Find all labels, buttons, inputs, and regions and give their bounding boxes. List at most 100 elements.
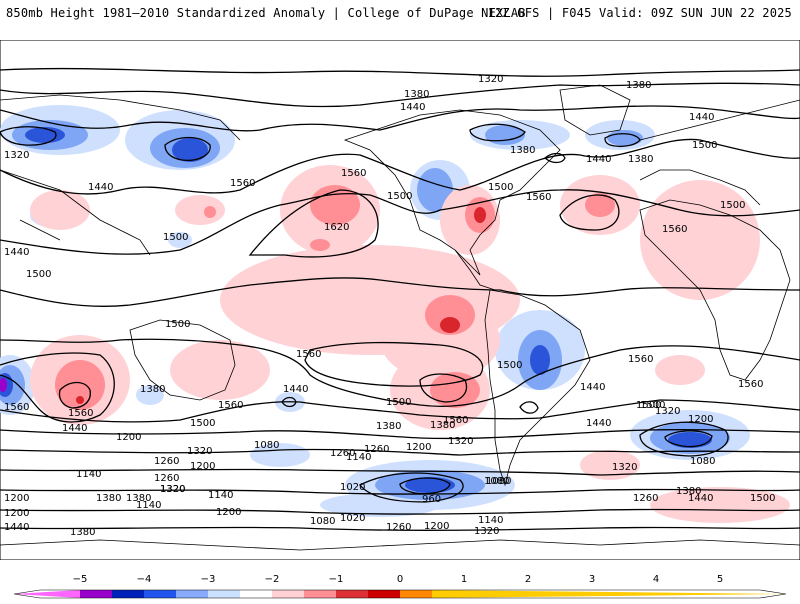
contour-label: 1200 — [424, 521, 449, 532]
colorbar-segment — [368, 590, 400, 598]
contour-label: 1140 — [76, 469, 101, 480]
colorbar-segment — [208, 590, 240, 598]
contour-label: 1260 — [386, 522, 411, 533]
contour-label: 1440 — [62, 423, 87, 434]
contour-label: 1560 — [218, 400, 243, 411]
contour-label: 1620 — [324, 222, 349, 233]
contour-label: 1440 — [688, 493, 713, 504]
contour-label: 1380 — [126, 493, 151, 504]
colorbar-outline — [13, 589, 787, 599]
contour-label: 1440 — [283, 384, 308, 395]
colorbar-segment — [400, 590, 432, 598]
contour-label: 1380 — [676, 486, 701, 497]
contour-label: 1440 — [580, 382, 605, 393]
contour-labels: 1320 1380 1380 1440 1440 1320 1380 1380 … — [4, 74, 775, 538]
contour-label: 1140 — [136, 500, 161, 511]
colorbar-tick-label: 4 — [653, 574, 659, 585]
coastlines — [0, 84, 800, 551]
colorbar-segment — [144, 590, 176, 598]
contour-label: 1320 — [187, 446, 212, 457]
contour-label: 1440 — [88, 182, 113, 193]
contour-label: 1080 — [486, 476, 511, 487]
contour-label: 1260 — [364, 444, 389, 455]
colorbar-tick-label: −4 — [137, 574, 152, 585]
colorbar-tick-label: 2 — [525, 574, 531, 585]
contour-label: 1080 — [310, 516, 335, 527]
contour-label: 1560 — [341, 168, 366, 179]
contour-label: 1440 — [586, 154, 611, 165]
anomaly-map: 1320 1380 1380 1440 1440 1320 1380 1380 … — [0, 40, 800, 560]
contour-label: 1140 — [478, 515, 503, 526]
contour-label: 1380 — [140, 384, 165, 395]
colorbar-tick-label: 0 — [397, 574, 403, 585]
contour-label: 1320 — [4, 150, 29, 161]
contour-label: 1140 — [208, 490, 233, 501]
contour-label: 1080 — [484, 476, 509, 487]
colorbar-tick-label: −2 — [265, 574, 280, 585]
colorbar-segment — [80, 590, 112, 598]
contour-label: 1380 — [510, 145, 535, 156]
contour-label: 1440 — [586, 418, 611, 429]
colorbar-segment — [272, 590, 304, 598]
colorbar-tick-label: 5 — [717, 574, 723, 585]
contour-label: 1380 — [70, 527, 95, 538]
contour-label: 1320 — [612, 462, 637, 473]
contour-label: 1560 — [628, 354, 653, 365]
contour-label: 1560 — [443, 415, 468, 426]
contour-label: 1500 — [636, 400, 661, 411]
colorbar-segment — [14, 590, 80, 598]
contour-label: 1260 — [633, 493, 658, 504]
contour-label: 1440 — [400, 102, 425, 113]
contour-label: 1080 — [254, 440, 279, 451]
contour-label: 1380 — [626, 80, 651, 91]
contour-label: 1440 — [689, 112, 714, 123]
contour-label: 1320 — [160, 484, 185, 495]
contour-label: 1380 — [628, 154, 653, 165]
colorbar-tick-label: −3 — [201, 574, 216, 585]
contour-label: 1020 — [340, 482, 365, 493]
contour-label: 1560 — [526, 192, 551, 203]
contour-label: 1320 — [655, 406, 680, 417]
contour-label: 1560 — [662, 224, 687, 235]
colorbar-segment — [432, 590, 786, 598]
contour-label: 1500 — [26, 269, 51, 280]
contour-label: 1200 — [4, 493, 29, 504]
contour-label: 1560 — [296, 349, 321, 360]
contour-label: 1500 — [386, 397, 411, 408]
contour-label: 1560 — [230, 178, 255, 189]
colorbar-tick-label: −1 — [329, 574, 344, 585]
contour-label: 1500 — [640, 400, 665, 411]
contour-label: 1440 — [4, 247, 29, 258]
contour-label: 1260 — [330, 448, 355, 459]
contour-label: 960 — [422, 494, 441, 505]
contour-label: 1200 — [406, 442, 431, 453]
colorbar-segment — [240, 590, 272, 598]
colorbar-tick-label: 3 — [589, 574, 595, 585]
colorbar-ticks: −5 −4 −3 −2 −1 0 1 2 3 4 5 — [73, 574, 724, 585]
contour-label: 1500 — [692, 140, 717, 151]
colorbar-segment — [176, 590, 208, 598]
contour-label: 1200 — [216, 507, 241, 518]
contour-label: 1380 — [96, 493, 121, 504]
colorbar-segment — [112, 590, 144, 598]
contour-label: 1080 — [690, 456, 715, 467]
contour-label: 1200 — [688, 414, 713, 425]
contour-label: 1320 — [448, 436, 473, 447]
contour-label: 1200 — [190, 461, 215, 472]
colorbar-tick-label: −5 — [73, 574, 88, 585]
contour-label: 1500 — [720, 200, 745, 211]
contour-label: 1440 — [4, 522, 29, 533]
colorbar-tick-label: 1 — [461, 574, 467, 585]
contour-label: 1560 — [738, 379, 763, 390]
contour-label: 1320 — [160, 484, 185, 495]
contour-label: 1500 — [163, 232, 188, 243]
contour-label: 1140 — [346, 452, 371, 463]
colorbar-segment — [336, 590, 368, 598]
contour-label: 1380 — [430, 420, 455, 431]
contour-label: 1560 — [68, 408, 93, 419]
contour-label: 1500 — [190, 418, 215, 429]
contour-label: 1200 — [4, 508, 29, 519]
contour-label: 1500 — [497, 360, 522, 371]
contour-label: 1320 — [474, 526, 499, 537]
contour-label: 1500 — [488, 182, 513, 193]
